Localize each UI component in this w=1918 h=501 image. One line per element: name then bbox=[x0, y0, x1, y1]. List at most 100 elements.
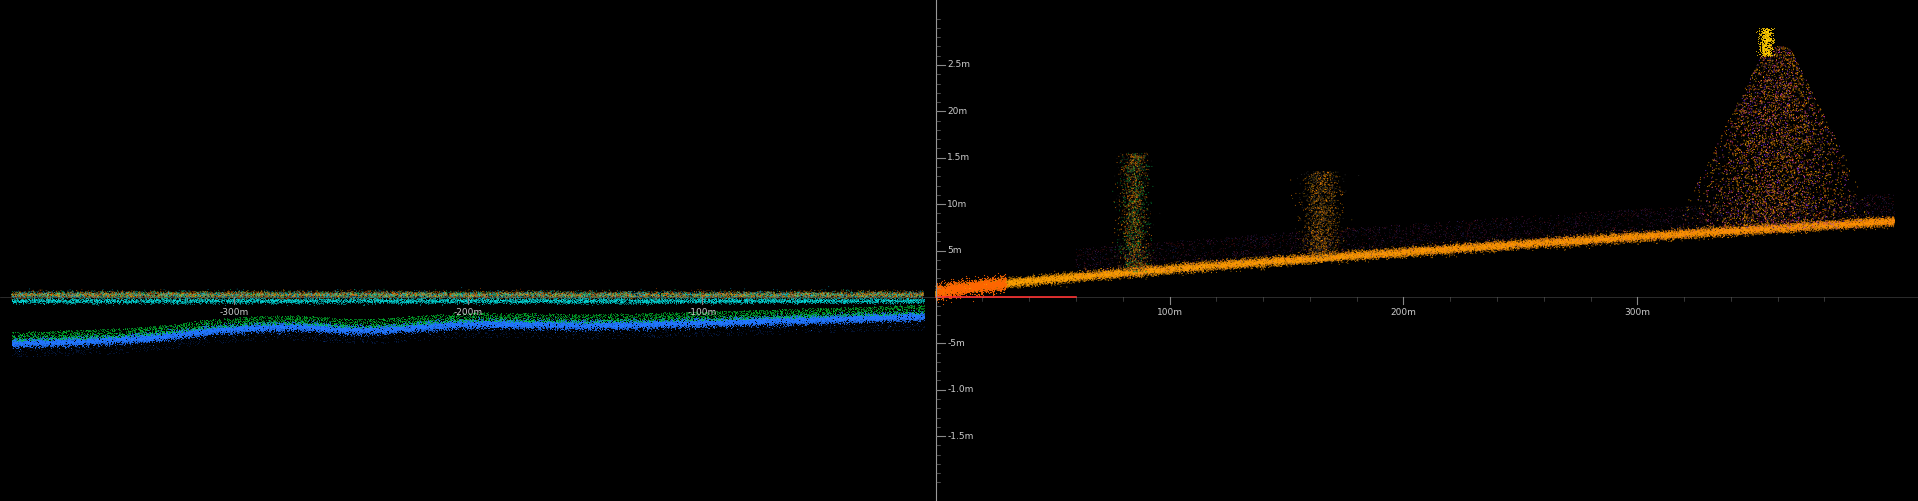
Point bbox=[6, 297, 36, 305]
Point bbox=[554, 294, 585, 302]
Point bbox=[332, 291, 363, 299]
Point bbox=[1502, 246, 1532, 255]
Point bbox=[428, 319, 458, 327]
Point bbox=[639, 297, 669, 305]
Point bbox=[687, 332, 717, 340]
Point bbox=[531, 292, 562, 300]
Point bbox=[0, 289, 31, 297]
Point bbox=[113, 335, 144, 343]
Point bbox=[347, 289, 378, 297]
Point bbox=[1483, 242, 1513, 250]
Point bbox=[267, 313, 297, 321]
Point bbox=[570, 289, 600, 297]
Point bbox=[1778, 127, 1809, 135]
Point bbox=[1665, 230, 1696, 238]
Point bbox=[1220, 259, 1251, 267]
Point bbox=[361, 290, 391, 298]
Point bbox=[343, 296, 374, 304]
Point bbox=[1352, 254, 1383, 262]
Point bbox=[1866, 219, 1897, 227]
Point bbox=[504, 289, 535, 297]
Point bbox=[1003, 277, 1034, 285]
Point bbox=[1128, 156, 1158, 164]
Point bbox=[182, 325, 213, 333]
Point bbox=[572, 315, 602, 323]
Point bbox=[533, 293, 564, 301]
Point bbox=[646, 326, 677, 334]
Point bbox=[190, 323, 221, 331]
Point bbox=[4, 337, 35, 345]
Point bbox=[783, 314, 813, 322]
Point bbox=[1176, 264, 1206, 272]
Point bbox=[1310, 202, 1341, 210]
Point bbox=[416, 292, 447, 300]
Point bbox=[15, 338, 46, 346]
Point bbox=[1322, 232, 1352, 240]
Point bbox=[1147, 255, 1178, 263]
Point bbox=[140, 298, 171, 306]
Point bbox=[773, 316, 804, 324]
Point bbox=[73, 290, 104, 298]
Point bbox=[1101, 203, 1132, 211]
Point bbox=[1857, 215, 1887, 223]
Point bbox=[685, 289, 715, 297]
Point bbox=[52, 338, 82, 346]
Point bbox=[946, 285, 976, 293]
Point bbox=[451, 297, 481, 305]
Point bbox=[1768, 223, 1799, 231]
Point bbox=[48, 342, 79, 350]
Point bbox=[63, 291, 94, 299]
Point bbox=[284, 291, 315, 299]
Point bbox=[1619, 228, 1649, 236]
Point bbox=[842, 292, 873, 300]
Point bbox=[689, 316, 719, 324]
Point bbox=[399, 298, 430, 306]
Point bbox=[1839, 222, 1870, 230]
Point bbox=[1191, 240, 1222, 248]
Point bbox=[25, 296, 56, 304]
Point bbox=[359, 325, 389, 333]
Point bbox=[107, 339, 138, 347]
Point bbox=[487, 321, 518, 329]
Point bbox=[1391, 250, 1421, 258]
Point bbox=[1130, 204, 1160, 212]
Point bbox=[811, 316, 842, 324]
Point bbox=[1699, 226, 1730, 234]
Point bbox=[1099, 271, 1130, 279]
Point bbox=[886, 313, 917, 321]
Point bbox=[1462, 246, 1492, 254]
Point bbox=[1368, 248, 1398, 256]
Point bbox=[77, 298, 107, 306]
Point bbox=[1425, 248, 1456, 256]
Point bbox=[1805, 223, 1836, 231]
Point bbox=[1782, 100, 1813, 108]
Point bbox=[155, 330, 186, 338]
Point bbox=[46, 339, 77, 347]
Point bbox=[1728, 97, 1759, 105]
Point bbox=[543, 296, 573, 304]
Point bbox=[1086, 272, 1116, 280]
Point bbox=[213, 328, 244, 336]
Point bbox=[1511, 241, 1542, 249]
Point bbox=[339, 293, 370, 301]
Point bbox=[265, 323, 295, 331]
Point bbox=[1297, 258, 1327, 266]
Point bbox=[643, 292, 673, 300]
Point bbox=[1379, 254, 1410, 262]
Point bbox=[761, 311, 792, 319]
Point bbox=[1515, 241, 1546, 249]
Point bbox=[1682, 214, 1713, 222]
Point bbox=[441, 300, 472, 308]
Point bbox=[1548, 236, 1579, 244]
Point bbox=[1659, 232, 1690, 240]
Point bbox=[1183, 255, 1214, 263]
Point bbox=[234, 323, 265, 331]
Point bbox=[708, 298, 738, 306]
Point bbox=[94, 334, 125, 342]
Point bbox=[1717, 157, 1747, 165]
Point bbox=[1555, 235, 1586, 243]
Point bbox=[1834, 220, 1864, 228]
Point bbox=[575, 288, 606, 296]
Point bbox=[8, 337, 38, 345]
Point bbox=[1116, 274, 1147, 282]
